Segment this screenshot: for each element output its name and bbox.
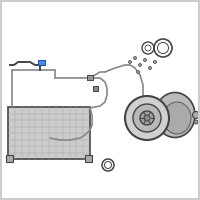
Circle shape: [140, 111, 154, 125]
Ellipse shape: [163, 102, 191, 134]
Circle shape: [125, 96, 169, 140]
Circle shape: [128, 60, 132, 64]
Bar: [87, 75, 93, 80]
Ellipse shape: [155, 92, 195, 138]
Circle shape: [136, 71, 140, 73]
Circle shape: [192, 112, 200, 118]
Bar: [8, 107, 90, 159]
Bar: [152, 110, 161, 117]
Bar: [93, 86, 98, 91]
Circle shape: [138, 64, 142, 66]
Circle shape: [134, 56, 136, 60]
Circle shape: [148, 66, 152, 70]
Circle shape: [144, 115, 150, 121]
Bar: [38, 60, 45, 65]
Circle shape: [144, 58, 146, 62]
Bar: [6, 155, 13, 162]
Circle shape: [154, 60, 156, 64]
Circle shape: [133, 104, 161, 132]
Bar: [85, 155, 92, 162]
Circle shape: [194, 120, 198, 124]
